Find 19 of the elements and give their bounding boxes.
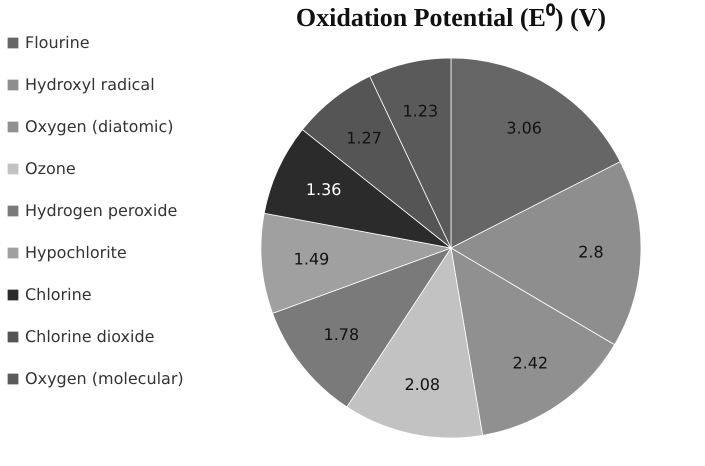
- data-label: 1.27: [346, 128, 382, 148]
- data-label: 2.42: [512, 353, 548, 372]
- legend-label: Oxygen (molecular): [25, 369, 184, 388]
- legend-label: Hydrogen peroxide: [25, 201, 178, 220]
- legend-label: Hypochlorite: [25, 243, 127, 262]
- chart-title: Oxidation Potential (E⁰) (V): [296, 3, 606, 32]
- legend-label: Hydroxyl radical: [25, 75, 155, 94]
- legend-label: Oxygen (diatomic): [25, 117, 174, 136]
- data-label: 2.8: [578, 242, 604, 262]
- legend-label: Flourine: [25, 33, 90, 52]
- data-label: 2.08: [404, 375, 440, 394]
- legend-label: Chlorine: [25, 285, 92, 304]
- legend-label: Ozone: [25, 159, 76, 178]
- data-label: 1.49: [294, 250, 330, 269]
- data-label: 1.36: [306, 180, 342, 199]
- data-label: 3.06: [506, 118, 542, 138]
- legend-label: Chlorine dioxide: [25, 327, 154, 346]
- data-label: 1.23: [402, 101, 438, 120]
- data-label: 1.78: [324, 325, 360, 344]
